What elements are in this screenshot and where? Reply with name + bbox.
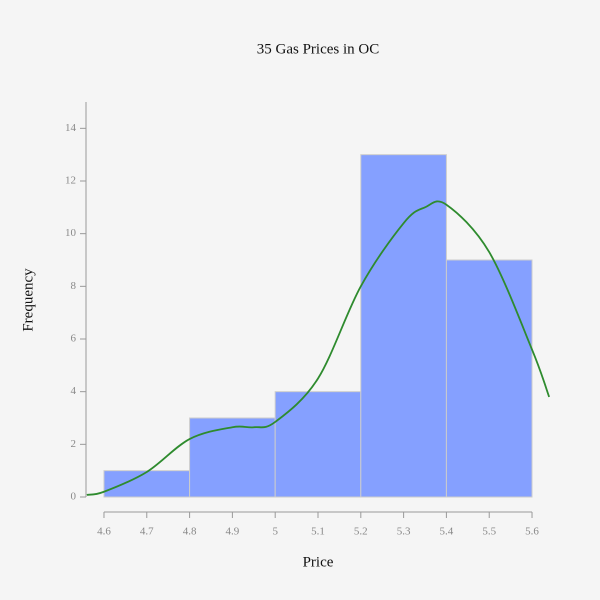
- x-tick-label: 5.6: [525, 526, 539, 538]
- y-tick-label: 6: [71, 333, 77, 345]
- chart-title: 35 Gas Prices in OC: [257, 41, 380, 57]
- x-tick-label: 5.3: [397, 526, 411, 538]
- bar: [360, 154, 447, 498]
- x-tick-label: 4.9: [226, 526, 240, 538]
- y-axis-label: Frequency: [20, 268, 36, 332]
- x-tick-label: 4.8: [183, 526, 197, 538]
- y-tick-label: 12: [65, 175, 76, 187]
- x-tick-label: 5.1: [311, 526, 325, 538]
- bar: [189, 417, 276, 498]
- bar: [445, 259, 533, 498]
- y-tick-label: 14: [65, 122, 77, 134]
- x-tick-label: 5.2: [354, 526, 368, 538]
- x-tick-label: 5: [272, 526, 278, 538]
- bar: [274, 391, 362, 498]
- y-tick-label: 10: [65, 227, 77, 239]
- x-tick-label: 5.4: [440, 526, 454, 538]
- kde-line: [86, 200, 550, 496]
- y-tick-label: 8: [71, 280, 77, 292]
- bar: [103, 470, 191, 498]
- y-tick-label: 2: [71, 438, 77, 450]
- y-tick-label: 0: [71, 491, 77, 503]
- x-tick-label: 5.5: [482, 526, 496, 538]
- x-axis-label: Price: [303, 554, 334, 570]
- y-tick-label: 4: [71, 385, 77, 397]
- x-tick-label: 4.7: [140, 526, 154, 538]
- x-tick-label: 4.6: [97, 526, 111, 538]
